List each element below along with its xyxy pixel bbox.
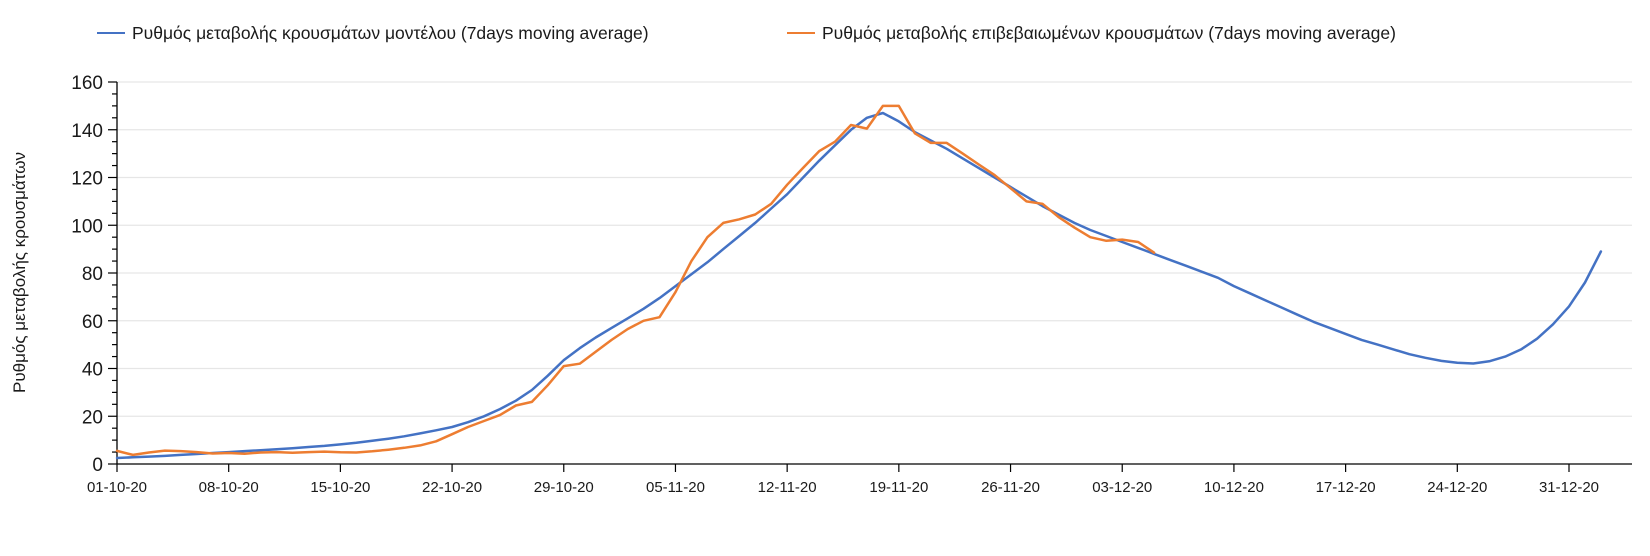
legend-item-model: Ρυθμός μεταβολής κρουσμάτων μοντέλου (7d… [97,22,649,44]
series-line-model [115,111,1603,460]
x-tick-label: 29-10-20 [534,479,594,496]
y-tick-label: 140 [71,121,103,142]
y-tick-label: 120 [71,169,103,190]
y-tick-label: 160 [71,73,103,94]
x-tick-label: 17-12-20 [1316,479,1376,496]
x-tick-label: 10-12-20 [1204,479,1264,496]
x-tick-label: 01-10-20 [87,479,147,496]
legend-label-confirmed: Ρυθμός μεταβολής επιβεβαιωμένων κρουσμάτ… [822,22,1396,43]
x-tick-label: 19-11-20 [869,479,928,496]
y-axis-title: Ρυθμός μεταβολής κρουσμάτων [10,152,29,394]
legend-line-marker-model-icon [97,32,125,34]
x-tick-label: 22-10-20 [422,479,482,496]
y-tick-label: 100 [71,216,103,237]
y-tick-label: 60 [82,312,103,333]
x-tick-label: 15-10-20 [310,479,370,496]
x-tick-label: 08-10-20 [199,479,259,496]
x-tick-label: 26-11-20 [981,479,1040,496]
y-tick-label: 80 [82,264,103,285]
x-tick-label: 05-11-20 [646,479,705,496]
legend-item-confirmed: Ρυθμός μεταβολής επιβεβαιωμένων κρουσμάτ… [787,22,1396,44]
x-tick-label: 03-12-20 [1092,479,1152,496]
y-tick-label: 40 [82,360,103,381]
x-tick-label: 31-12-20 [1539,479,1599,496]
x-tick-label: 12-11-20 [758,479,817,496]
legend-label-model: Ρυθμός μεταβολής κρουσμάτων μοντέλου (7d… [132,22,649,43]
y-tick-label: 0 [92,455,103,476]
y-tick-label: 20 [82,407,103,428]
legend-line-marker-confirmed-icon [787,32,815,34]
series-line-confirmed [115,104,1156,457]
x-tick-label: 24-12-20 [1427,479,1487,496]
